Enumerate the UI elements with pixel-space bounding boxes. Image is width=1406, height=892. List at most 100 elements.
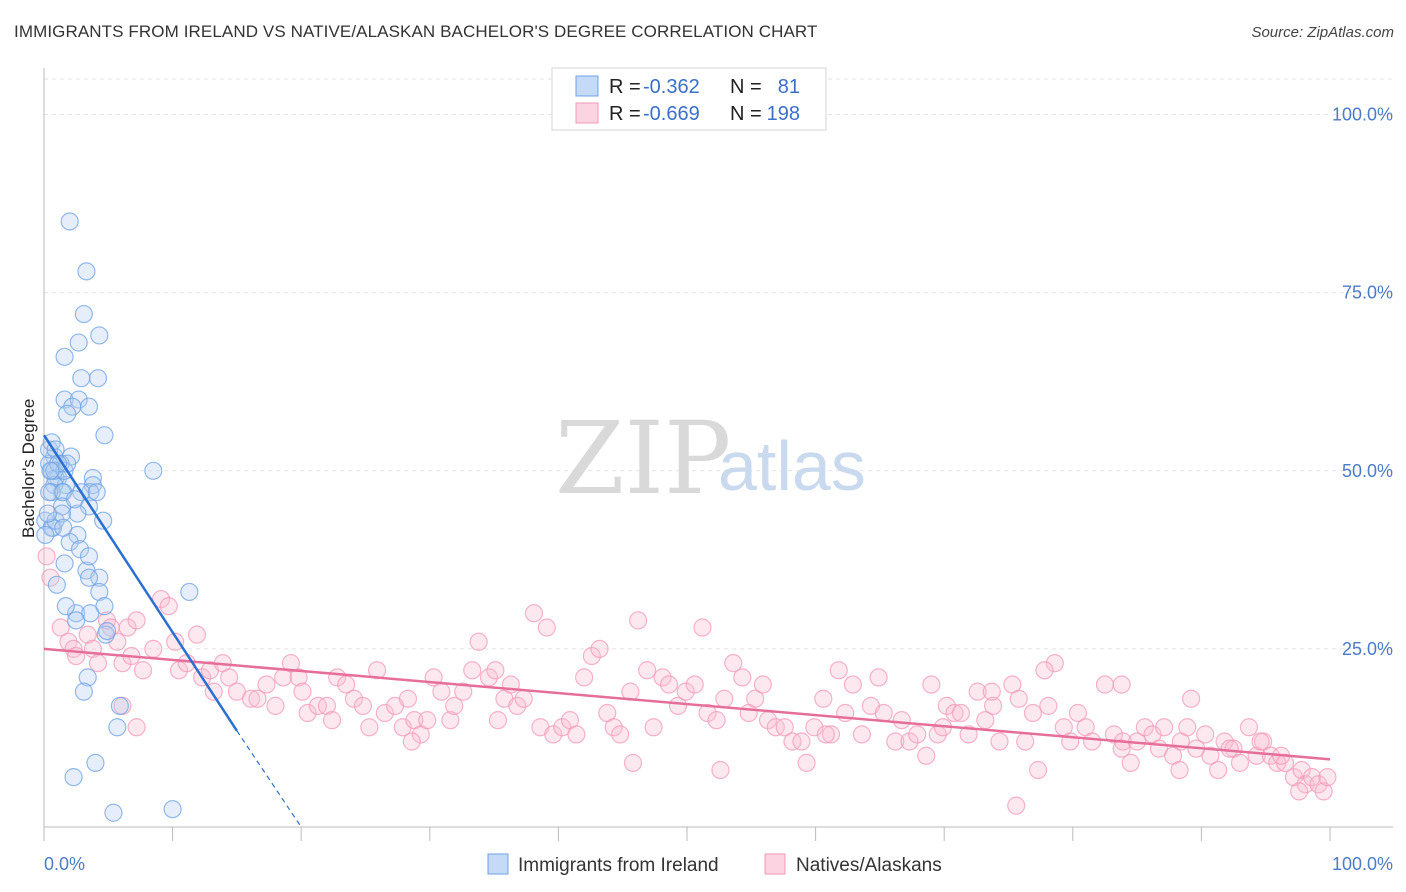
natives-alaskans-point — [88, 654, 108, 673]
natives-alaskans-point — [257, 675, 276, 694]
natives-alaskans-point — [653, 668, 672, 687]
natives-alaskans-point — [469, 632, 488, 651]
natives-alaskans-point — [1251, 732, 1270, 751]
natives-alaskans-point — [1039, 696, 1058, 715]
natives-alaskans-point — [1104, 725, 1124, 744]
natives-alaskans-point — [623, 753, 643, 772]
ireland-point — [104, 803, 123, 822]
natives-alaskans-point — [1209, 760, 1228, 780]
trend-lines — [42, 434, 1331, 828]
ireland-point — [55, 390, 74, 409]
natives-alaskans-point — [508, 696, 527, 715]
natives-alaskans-point — [1009, 689, 1028, 708]
natives-alaskans-point — [1023, 703, 1043, 723]
natives-alaskans-point — [629, 611, 648, 630]
ireland-point — [74, 304, 93, 324]
natives-alaskans-point — [1318, 768, 1337, 787]
natives-alaskans-point — [753, 675, 772, 694]
ireland-point — [90, 326, 109, 345]
natives-alaskans-point — [544, 725, 563, 744]
ireland-point — [60, 212, 79, 231]
natives-alaskans-point — [37, 547, 56, 566]
natives-alaskans-point — [187, 625, 207, 644]
natives-alaskans-point — [698, 703, 717, 723]
natives-alaskans-point — [1028, 760, 1048, 780]
natives-alaskans-point — [676, 682, 695, 701]
ireland-point — [79, 568, 99, 587]
ireland-point — [90, 568, 109, 587]
natives-alaskans-point — [322, 711, 342, 730]
natives-alaskans-point — [908, 725, 927, 744]
legend-swatch-pink — [575, 102, 599, 124]
natives-alaskans-point — [1035, 661, 1054, 680]
natives-alaskans-point — [792, 732, 811, 751]
natives-alaskans-point — [398, 689, 418, 708]
natives-alaskans-point — [486, 661, 505, 680]
ireland-point — [74, 682, 93, 701]
legend-r-value-1: -0.362 — [643, 76, 700, 98]
natives-alaskans-point — [644, 718, 663, 737]
ireland-point — [79, 547, 99, 566]
natives-alaskans-point — [127, 718, 146, 737]
axes — [43, 68, 1393, 841]
ireland-point — [95, 426, 114, 445]
natives-alaskans-point — [78, 625, 97, 644]
natives-alaskans-point — [1239, 718, 1259, 737]
ireland-point — [180, 582, 199, 602]
natives-alaskans-point — [1007, 796, 1026, 815]
series-legend: Immigrants from Ireland Natives/Alaskans — [487, 853, 942, 876]
natives-alaskans-point — [353, 696, 373, 715]
natives-alaskans-point — [821, 725, 841, 744]
gridlines — [44, 78, 1393, 650]
natives-alaskans-point — [1121, 753, 1140, 772]
ireland-point — [108, 718, 127, 737]
ireland-point — [55, 347, 74, 366]
natives-alaskans-point — [1082, 732, 1102, 751]
natives-alaskans-point — [983, 696, 1003, 715]
natives-alaskans-point — [118, 618, 137, 637]
ireland-point — [97, 621, 117, 641]
natives-alaskans-point — [567, 725, 586, 744]
ireland-point — [90, 582, 109, 602]
ireland-point — [163, 800, 182, 819]
natives-alaskans-point — [1201, 746, 1220, 765]
y-tick-label-1: 50.0% — [1342, 461, 1393, 481]
y-tick-label-0: 25.0% — [1342, 639, 1393, 659]
natives-alaskans-point — [1296, 775, 1315, 794]
natives-alaskans-point — [375, 703, 394, 723]
natives-alaskans-point — [41, 568, 60, 587]
natives-alaskans-point — [402, 732, 421, 751]
ireland-point — [36, 511, 55, 530]
ireland-point — [67, 604, 86, 623]
ireland-point — [38, 504, 57, 523]
natives-alaskans-point — [1095, 675, 1115, 694]
natives-alaskans-point — [445, 696, 464, 715]
ireland-point — [79, 397, 99, 416]
natives-alaskans-point — [1196, 725, 1215, 744]
natives-alaskans-point — [266, 696, 285, 715]
natives-alaskans-point — [360, 718, 379, 737]
natives-alaskans-point — [463, 661, 482, 680]
natives-alaskans-point — [575, 668, 594, 687]
natives-alaskans-point — [488, 711, 508, 730]
natives-alaskans-point — [892, 711, 911, 730]
natives-alaskans-point — [248, 689, 267, 708]
natives-alaskans-point — [707, 711, 726, 730]
ireland-point — [94, 511, 113, 530]
natives-alaskans-point — [1068, 703, 1088, 723]
natives-alaskans-point — [293, 682, 312, 701]
natives-alaskans-point — [1314, 782, 1333, 801]
natives-alaskans-point — [945, 703, 964, 723]
natives-alaskans-point — [917, 746, 936, 765]
x-tick-label-0: 0.0% — [44, 854, 85, 874]
natives-alaskans-point — [990, 732, 1009, 751]
watermark-atlas: atlas — [718, 427, 866, 505]
natives-alaskans-point — [133, 661, 153, 680]
natives-alaskans-point — [900, 732, 919, 751]
natives-alaskans-point — [733, 668, 752, 687]
natives-alaskans-point — [874, 703, 893, 723]
natives-alaskans-point — [1230, 753, 1250, 772]
natives-alaskans-points — [37, 547, 1337, 815]
source-credit: Source: ZipAtlas.com — [1251, 24, 1394, 41]
natives-alaskans-point — [711, 760, 730, 780]
